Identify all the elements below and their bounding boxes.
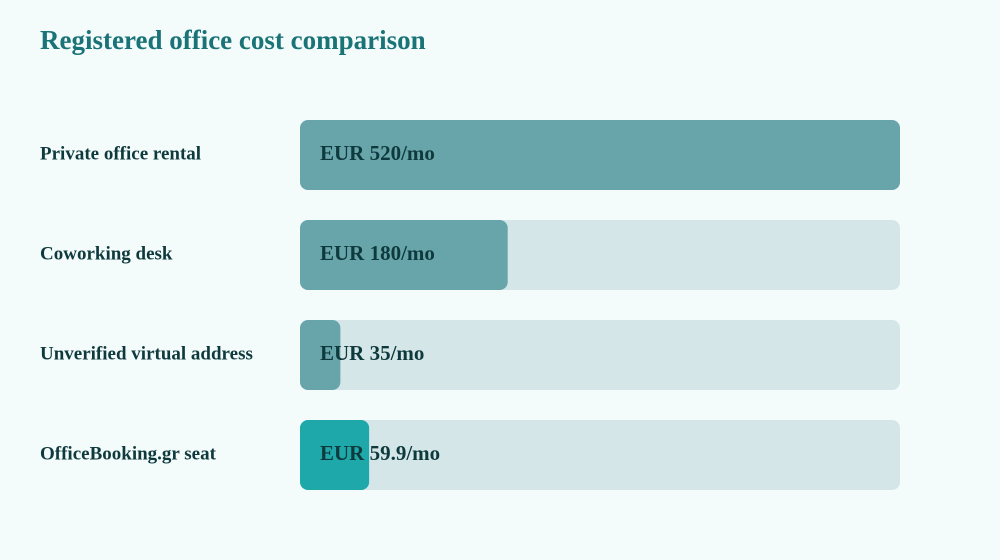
chart-title: Registered office cost comparison [40, 25, 426, 55]
bar-track [300, 320, 900, 390]
bar [300, 220, 508, 290]
bar [300, 120, 900, 190]
value-label: EUR 35/mo [320, 341, 424, 365]
category-label: Unverified virtual address [40, 343, 253, 364]
bar-track [300, 420, 900, 490]
bar [300, 420, 370, 490]
value-label: EUR 520/mo [320, 141, 435, 165]
category-label: Private office rental [40, 143, 201, 164]
category-label: Coworking desk [40, 243, 173, 264]
bar [300, 320, 341, 390]
category-label: OfficeBooking.gr seat [40, 443, 217, 464]
value-label: EUR 180/mo [320, 241, 435, 265]
value-label: EUR 59.9/mo [320, 441, 440, 465]
